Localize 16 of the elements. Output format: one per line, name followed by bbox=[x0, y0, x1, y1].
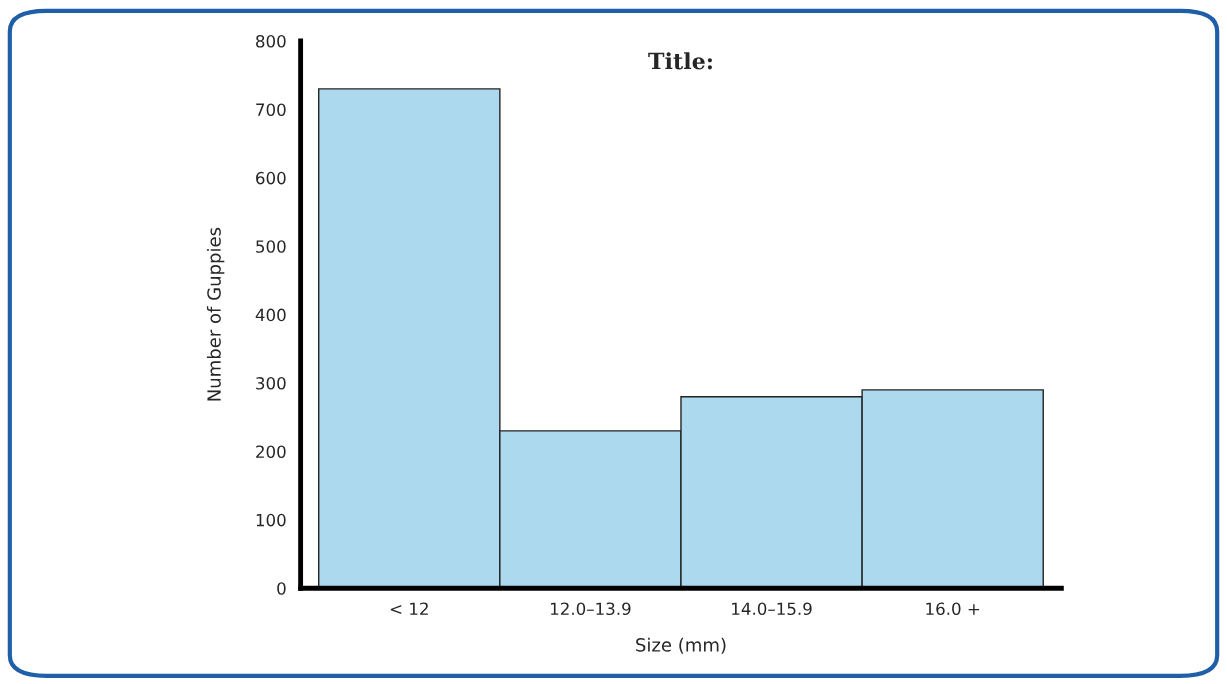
y-tick-label: 400 bbox=[255, 308, 286, 322]
x-tick-label: < 12 bbox=[390, 602, 428, 615]
x-tick-label: 12.0–13.9 bbox=[550, 602, 631, 616]
x-tick-label: 16.0 + bbox=[926, 602, 980, 616]
y-tick-label: 200 bbox=[256, 445, 286, 459]
chart-title: Title: bbox=[648, 52, 712, 70]
y-tick-label: 600 bbox=[256, 171, 286, 185]
y-tick-label: 300 bbox=[256, 377, 286, 390]
y-tick-label: 800 bbox=[256, 35, 286, 48]
y-tick-label: 100 bbox=[256, 513, 286, 527]
y-tick-label: 700 bbox=[256, 103, 286, 117]
y-tick-label: 0 bbox=[277, 582, 286, 595]
x-axis-title: Size (mm) bbox=[636, 637, 726, 654]
x-tick-label: 14.0–15.9 bbox=[732, 602, 812, 616]
y-axis-title: Number of Guppies bbox=[206, 227, 225, 401]
y-tick-label: 500 bbox=[256, 240, 286, 253]
